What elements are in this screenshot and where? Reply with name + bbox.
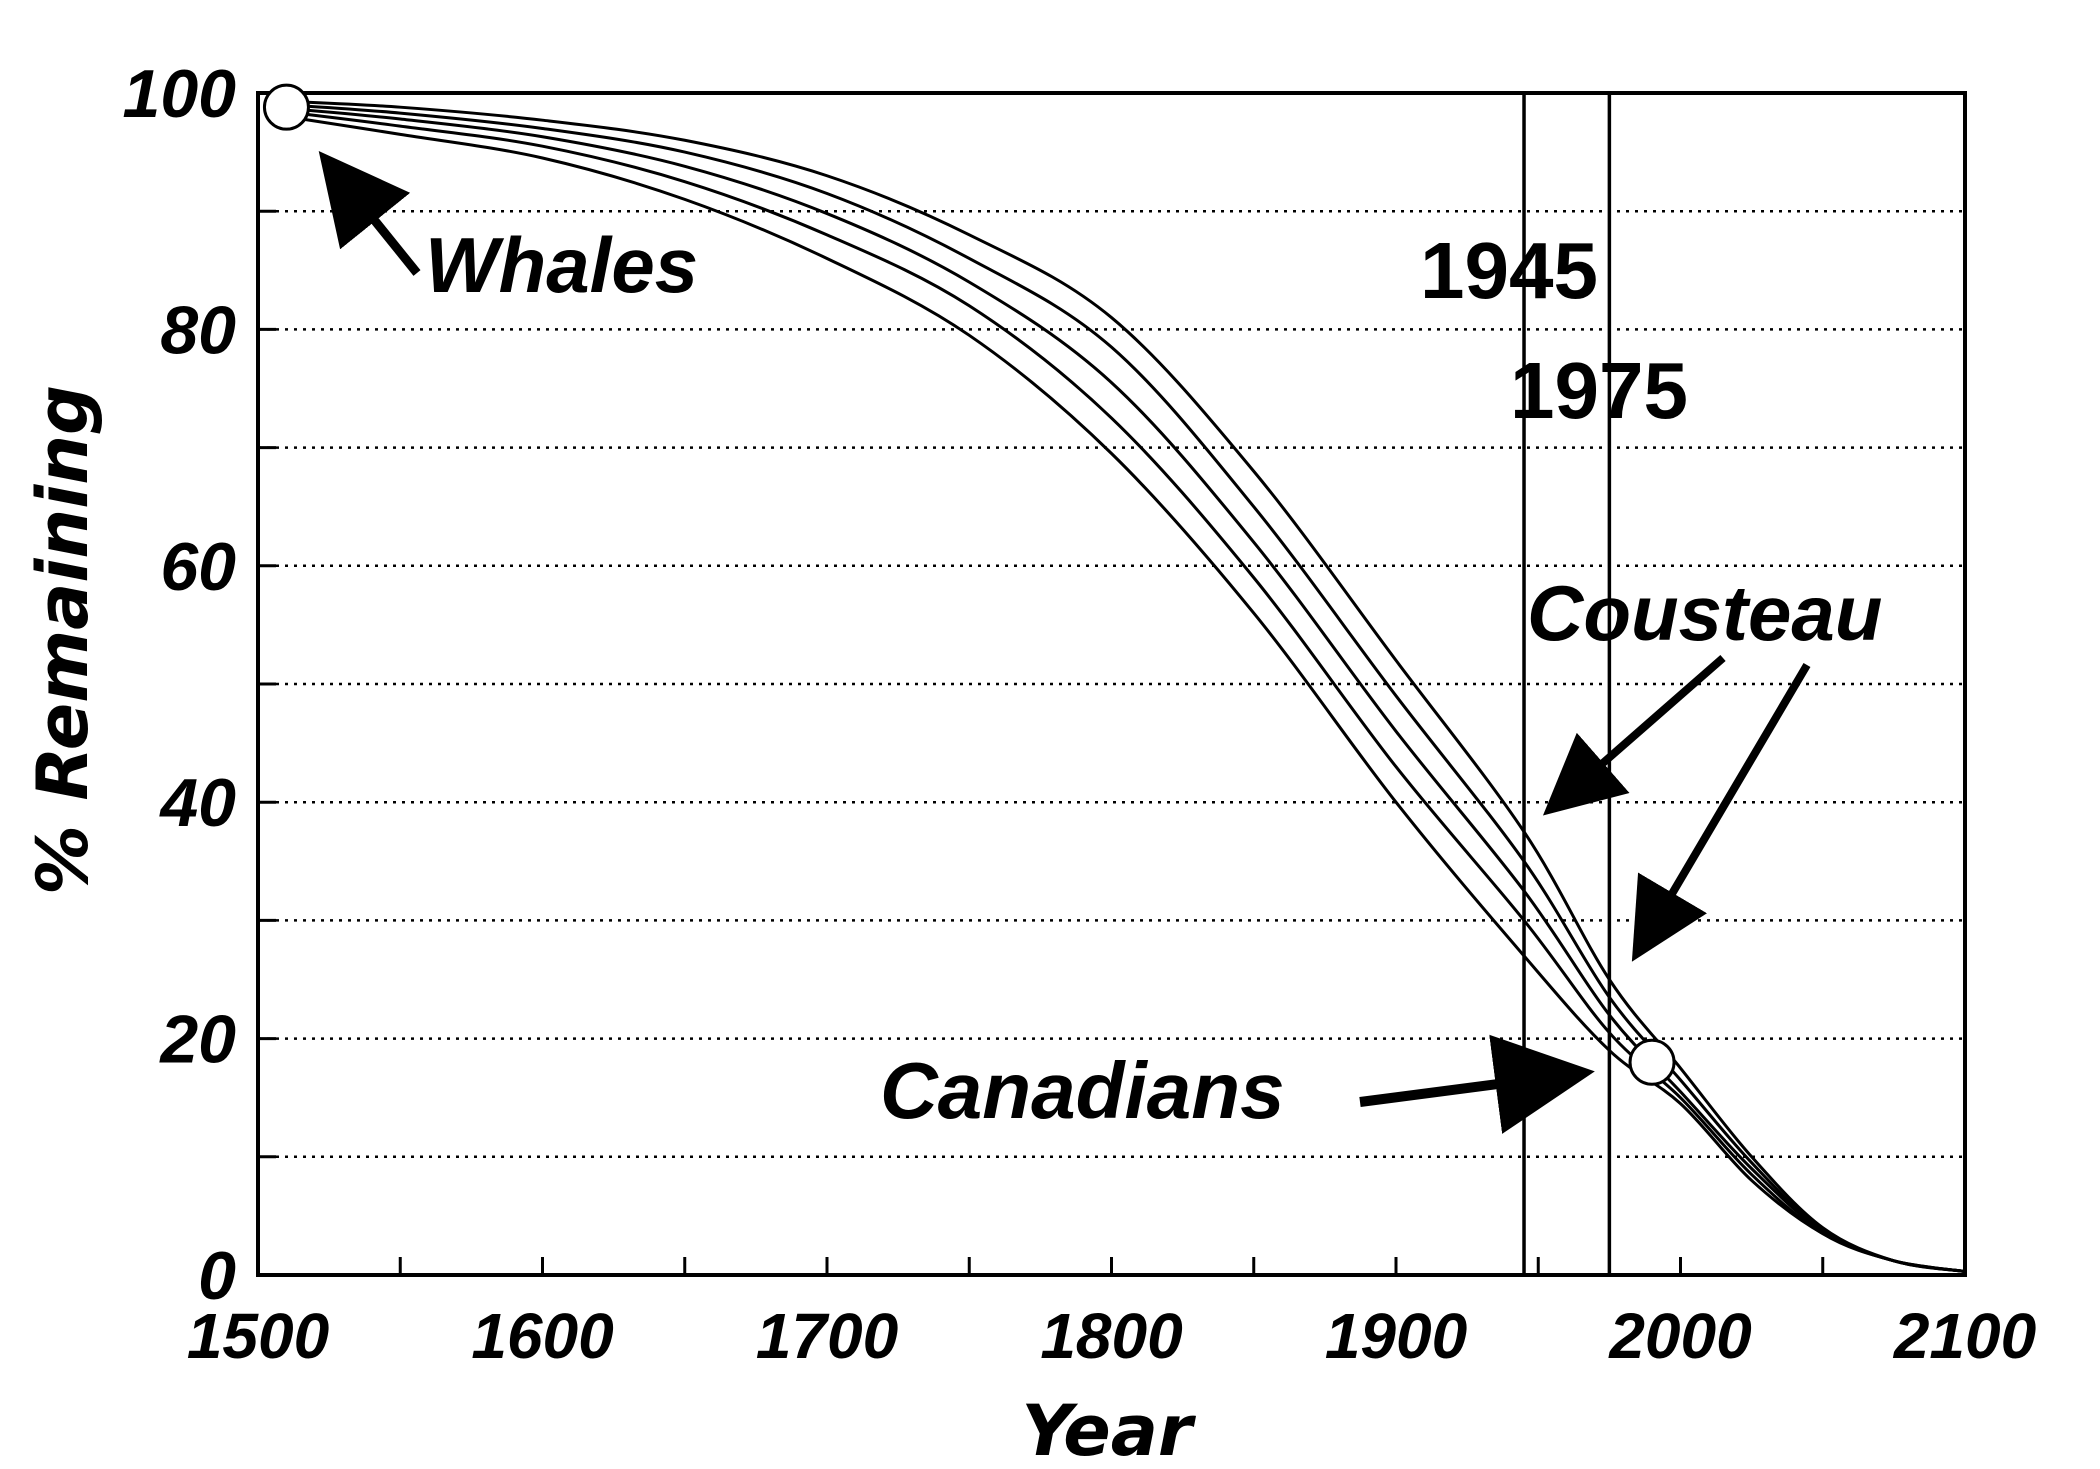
annotation-1945: 1945 <box>1420 226 1598 315</box>
y-tick-label-80: 80 <box>160 292 236 368</box>
series-line-1 <box>286 115 1966 1273</box>
y-axis-title: % Remaining <box>22 385 104 895</box>
y-tick-label-60: 60 <box>160 529 236 605</box>
x-tick-label-1900: 1900 <box>1325 1300 1467 1372</box>
y-tick-label-40: 40 <box>158 765 236 841</box>
marker-whales <box>262 83 310 131</box>
series-line-3 <box>286 106 1966 1273</box>
annotation-canadians: Canadians <box>880 1046 1285 1135</box>
series-line-5 <box>286 99 1966 1273</box>
x-tick-label-1700: 1700 <box>756 1300 898 1372</box>
x-tick-label-1800: 1800 <box>1040 1300 1182 1372</box>
arrow-whales <box>318 150 421 276</box>
annotation-whales: Whales <box>425 221 698 309</box>
y-tick-label-20: 20 <box>158 1002 236 1078</box>
arrow-cousteau-1 <box>1542 654 1726 816</box>
x-tick-label-1600: 1600 <box>471 1300 613 1372</box>
y-tick-label-0: 0 <box>198 1238 236 1314</box>
markers <box>262 83 1676 1086</box>
arrow-canadians <box>1359 1034 1595 1134</box>
y-tick-labels: 0 20 40 60 80 100 <box>123 56 237 1314</box>
series-group <box>286 99 1966 1273</box>
series-line-4 <box>286 103 1966 1273</box>
series-line-2 <box>286 110 1966 1273</box>
x-axis-title: Year <box>1022 1390 1197 1469</box>
annotation-1975: 1975 <box>1510 346 1688 435</box>
grid <box>258 209 1965 1159</box>
y-tick-label-100: 100 <box>123 56 237 132</box>
y-ticks <box>258 209 276 1159</box>
x-ticks <box>398 1257 1825 1275</box>
marker-canadians <box>1628 1038 1676 1086</box>
x-tick-label-2000: 2000 <box>1608 1300 1751 1372</box>
x-tick-labels: 1500 1600 1700 1800 1900 2000 2100 <box>187 1300 2036 1372</box>
annotation-cousteau: Cousteau <box>1527 569 1882 657</box>
x-tick-label-1500: 1500 <box>187 1300 329 1372</box>
x-tick-label-2100: 2100 <box>1893 1300 2036 1372</box>
arrow-cousteau-2 <box>1631 662 1811 962</box>
